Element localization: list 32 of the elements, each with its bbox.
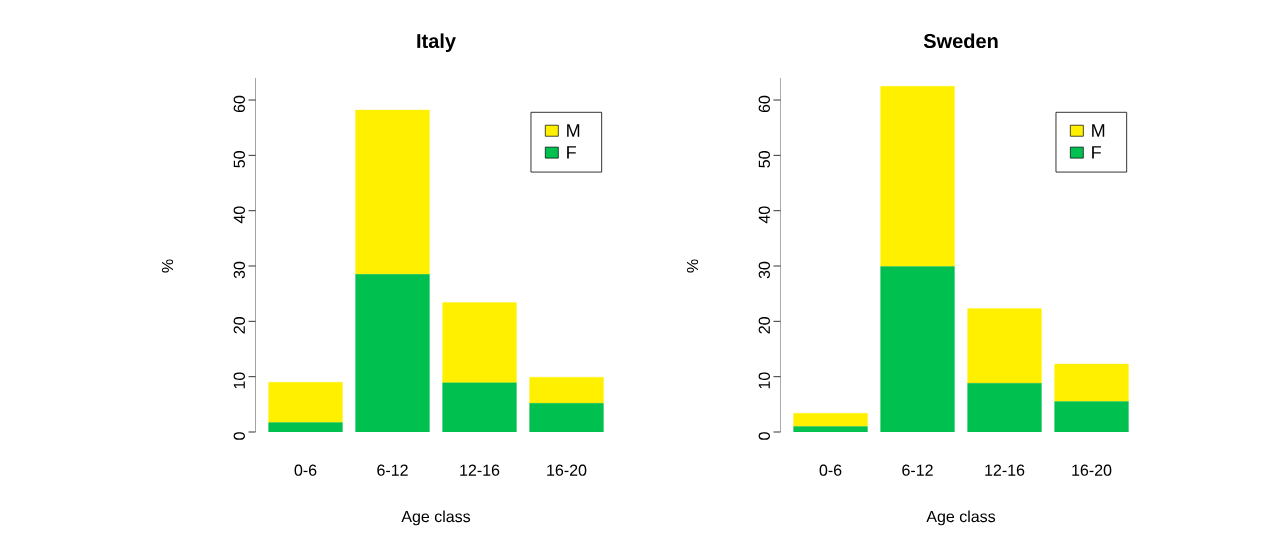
x-tick-label: 16-20 <box>547 464 587 476</box>
y-tick-label: 0 <box>233 432 245 440</box>
y-axis-title: % <box>686 259 699 273</box>
x-axis-title: Age class <box>401 510 471 526</box>
legend-label: M <box>567 124 580 137</box>
y-tick-label: 30 <box>758 261 770 279</box>
y-tick-label: 40 <box>233 206 245 224</box>
y-tick-label: 20 <box>758 317 770 334</box>
legend-label: F <box>1092 146 1101 159</box>
x-tick-label: 12-16 <box>985 464 1025 476</box>
y-tick-label: 10 <box>233 372 245 389</box>
x-axis-title: Age class <box>926 510 996 526</box>
y-tick-label: 10 <box>758 372 770 389</box>
y-tick-label: 60 <box>758 95 770 113</box>
x-tick-label: 0-6 <box>294 464 317 476</box>
y-tick-label: 0 <box>758 432 770 440</box>
y-tick-label: 60 <box>233 95 245 113</box>
x-tick-label: 12-16 <box>460 464 500 476</box>
y-tick-label: 50 <box>758 151 770 168</box>
y-tick-label: 20 <box>233 317 245 334</box>
y-tick-label: 50 <box>233 151 245 168</box>
y-axis-title: % <box>161 259 174 273</box>
legend-label: F <box>567 146 576 159</box>
y-tick-label: 30 <box>233 261 245 279</box>
legend-label: M <box>1092 124 1105 137</box>
y-tick-label: 40 <box>758 206 770 224</box>
chart-title: Italy <box>417 33 456 53</box>
x-tick-label: 6-12 <box>377 464 408 476</box>
chart-title: Sweden <box>923 33 998 49</box>
x-tick-label: 16-20 <box>1072 464 1112 476</box>
x-tick-label: 6-12 <box>902 464 933 476</box>
x-tick-label: 0-6 <box>819 464 842 476</box>
